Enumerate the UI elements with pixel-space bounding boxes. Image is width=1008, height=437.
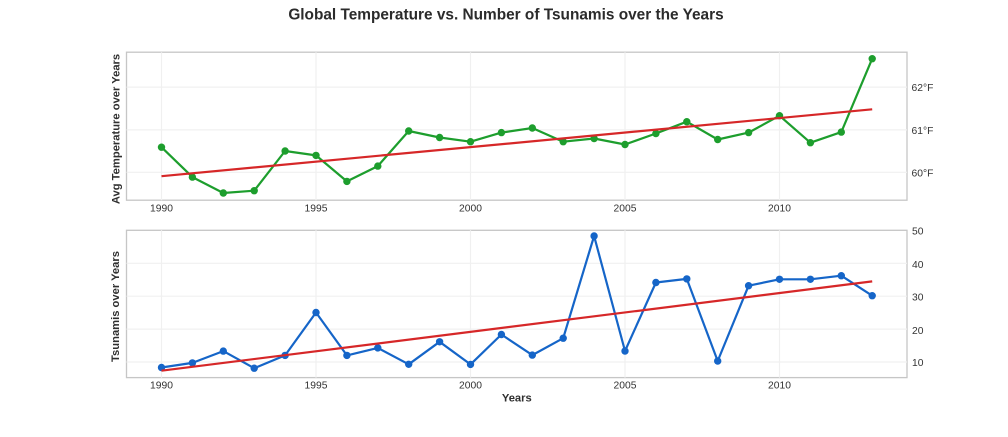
svg-text:1995: 1995: [305, 380, 328, 391]
svg-text:Avg Temperature over Years: Avg Temperature over Years: [110, 54, 122, 204]
svg-text:2000: 2000: [459, 380, 482, 391]
svg-text:1995: 1995: [305, 204, 328, 215]
svg-text:50: 50: [912, 227, 924, 238]
svg-text:2005: 2005: [614, 204, 637, 215]
svg-text:20: 20: [912, 326, 924, 337]
svg-text:60°F: 60°F: [912, 168, 934, 179]
svg-text:30: 30: [912, 292, 924, 303]
svg-text:2010: 2010: [768, 380, 791, 391]
svg-text:Tsunamis over Years: Tsunamis over Years: [110, 251, 122, 362]
svg-text:2000: 2000: [459, 204, 482, 215]
svg-text:10: 10: [912, 358, 924, 369]
svg-text:62°F: 62°F: [912, 83, 934, 94]
svg-text:Global Temperature vs. Number: Global Temperature vs. Number of Tsunami…: [288, 7, 723, 24]
svg-text:40: 40: [912, 260, 924, 271]
svg-text:61°F: 61°F: [912, 126, 934, 137]
svg-text:1990: 1990: [150, 380, 173, 391]
svg-text:Years: Years: [502, 393, 532, 405]
svg-text:2005: 2005: [614, 380, 637, 391]
svg-text:1990: 1990: [150, 204, 173, 215]
svg-text:2010: 2010: [768, 204, 791, 215]
